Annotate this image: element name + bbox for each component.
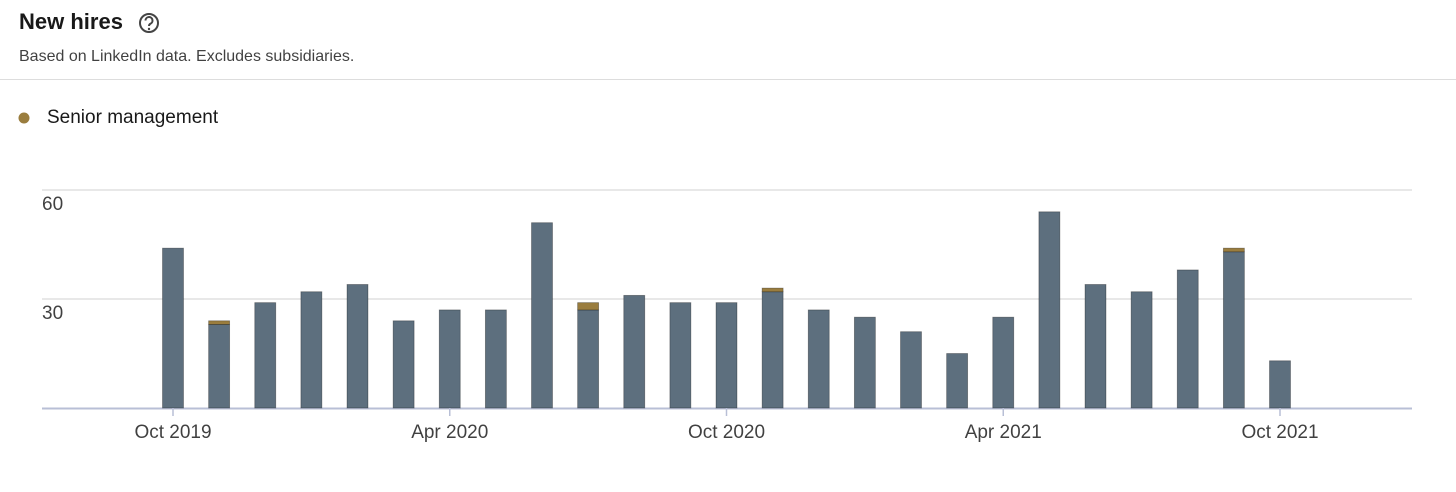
bar	[1084, 284, 1107, 409]
x-tick-label: Oct 2021	[1241, 422, 1318, 443]
bar	[531, 222, 553, 409]
bar	[992, 316, 1015, 409]
bar	[300, 291, 323, 409]
x-tick-label: Oct 2019	[134, 422, 211, 443]
bar	[162, 247, 184, 409]
bar	[438, 309, 461, 409]
bar	[208, 320, 231, 325]
bar	[761, 291, 784, 409]
bar	[484, 309, 507, 409]
bar	[946, 353, 969, 409]
bar	[1269, 360, 1291, 409]
bar	[577, 309, 600, 409]
x-tick-label: Apr 2020	[411, 422, 488, 443]
bar	[1176, 269, 1199, 409]
bar	[715, 302, 738, 409]
bar	[623, 294, 646, 409]
bar	[1038, 211, 1061, 409]
bar	[669, 302, 692, 409]
bar	[392, 320, 415, 409]
bar	[853, 316, 876, 409]
bar	[577, 302, 600, 311]
bar	[1222, 247, 1245, 253]
legend-marker	[18, 112, 30, 124]
y-tick-label: 60	[42, 194, 63, 215]
bar	[807, 309, 830, 409]
subtitle: Based on LinkedIn data. Excludes subsidi…	[19, 48, 354, 65]
bar	[1130, 291, 1153, 409]
x-tick-label: Apr 2021	[965, 422, 1042, 443]
title: New hires	[19, 9, 123, 34]
bar	[761, 287, 784, 293]
bar	[900, 331, 922, 409]
help-icon[interactable]	[139, 13, 159, 33]
bar	[208, 324, 231, 409]
legend-label: Senior management	[47, 107, 219, 128]
bar	[254, 302, 277, 409]
y-tick-label: 30	[42, 303, 63, 324]
bar	[346, 284, 369, 409]
bar	[1222, 251, 1245, 409]
x-tick-label: Oct 2020	[688, 422, 765, 443]
